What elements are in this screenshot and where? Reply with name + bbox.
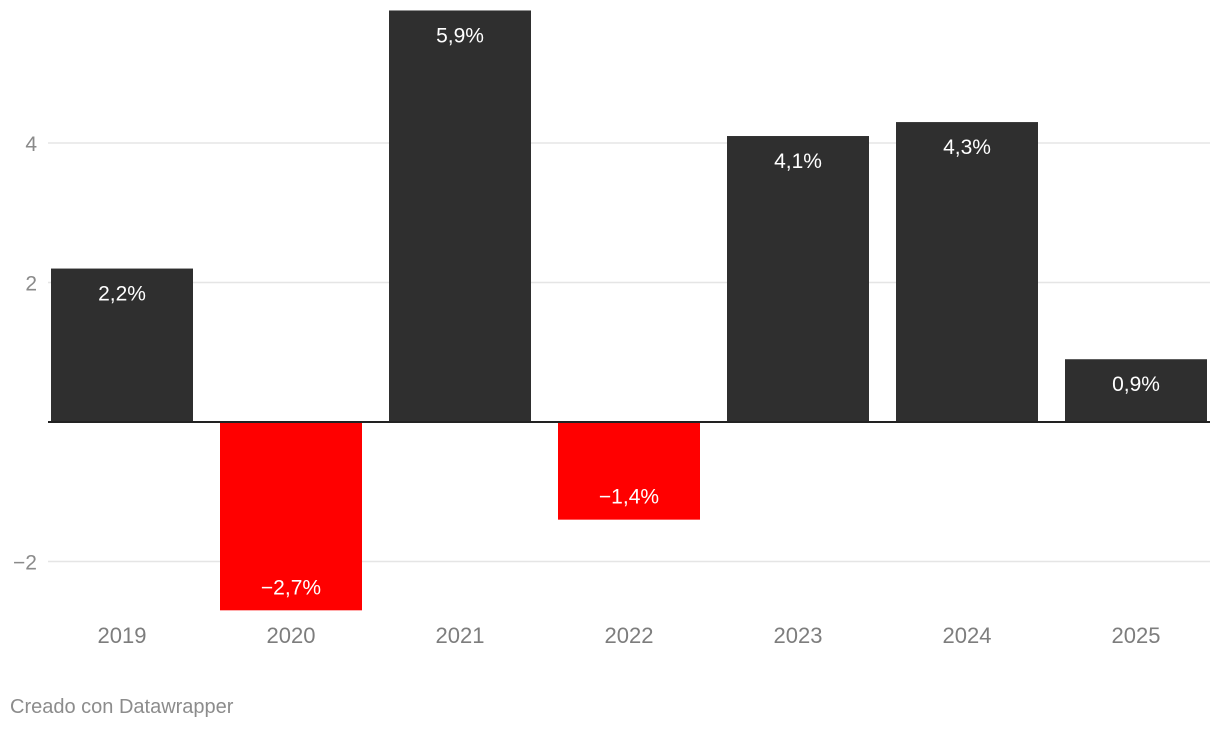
bar-chart: 4 2 −2 2,2% −2,7% 5,9% −1,4% 4,1% 4,3% 0,9% 2019… (13, 10, 1210, 648)
y-tick-label: −2 (13, 552, 37, 575)
value-labels: 2,2% −2,7% 5,9% −1,4% 4,1% 4,3% 0,9% (98, 24, 1160, 599)
value-label: 4,1% (774, 150, 822, 173)
y-tick-label: 4 (25, 133, 37, 156)
y-axis-tick-labels: 4 2 −2 (13, 133, 37, 575)
value-label: 0,9% (1112, 373, 1160, 396)
bar-2021 (389, 10, 531, 422)
x-axis-category-labels: 2019 2020 2021 2022 2023 2024 2025 (98, 623, 1161, 648)
bar-2024 (896, 122, 1038, 422)
x-tick-label: 2025 (1112, 623, 1161, 648)
footer-credit: Creado con Datawrapper (10, 696, 234, 718)
bar-2023 (727, 136, 869, 422)
bar-2019 (51, 268, 193, 422)
x-tick-label: 2023 (774, 623, 823, 648)
value-label: −1,4% (599, 486, 659, 509)
value-label: −2,7% (261, 576, 321, 599)
bar-2020 (220, 422, 362, 611)
x-tick-label: 2021 (436, 623, 485, 648)
value-label: 4,3% (943, 136, 991, 159)
value-label: 2,2% (98, 283, 146, 306)
x-tick-label: 2022 (605, 623, 654, 648)
bars (51, 10, 1207, 611)
x-tick-label: 2024 (943, 623, 992, 648)
x-tick-label: 2019 (98, 623, 147, 648)
bar-2025 (1065, 359, 1207, 422)
x-tick-label: 2020 (267, 623, 316, 648)
bar-2022 (558, 422, 700, 520)
y-tick-label: 2 (25, 273, 37, 296)
value-label: 5,9% (436, 24, 484, 47)
